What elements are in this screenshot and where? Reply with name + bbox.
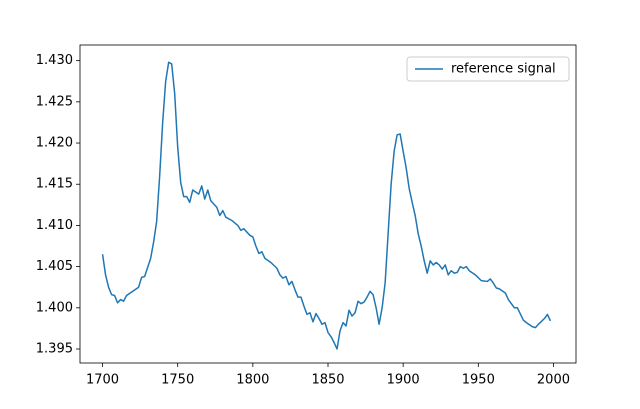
x-tick-label: 1950: [462, 373, 495, 388]
y-tick-label: 1.425: [36, 94, 73, 109]
y-tick-label: 1.410: [36, 218, 73, 233]
y-tick-label: 1.415: [36, 177, 73, 192]
x-tick-label: 1900: [387, 373, 420, 388]
data-line: [101, 61, 552, 350]
legend-box: [406, 56, 570, 82]
y-tick-label: 1.420: [36, 136, 73, 151]
legend-label: reference signal: [451, 62, 556, 77]
x-tick-label: 1850: [311, 373, 344, 388]
y-tick-label: 1.405: [36, 259, 73, 274]
y-tick-label: 1.430: [36, 53, 73, 68]
x-tick-label: 2000: [537, 373, 570, 388]
plot-frame: [79, 44, 577, 364]
y-tick-label: 1.400: [36, 300, 73, 315]
x-tick-label: 1700: [86, 373, 119, 388]
x-tick-label: 1750: [161, 373, 194, 388]
y-tick-label: 1.395: [36, 341, 73, 356]
x-tick-label: 1800: [236, 373, 269, 388]
